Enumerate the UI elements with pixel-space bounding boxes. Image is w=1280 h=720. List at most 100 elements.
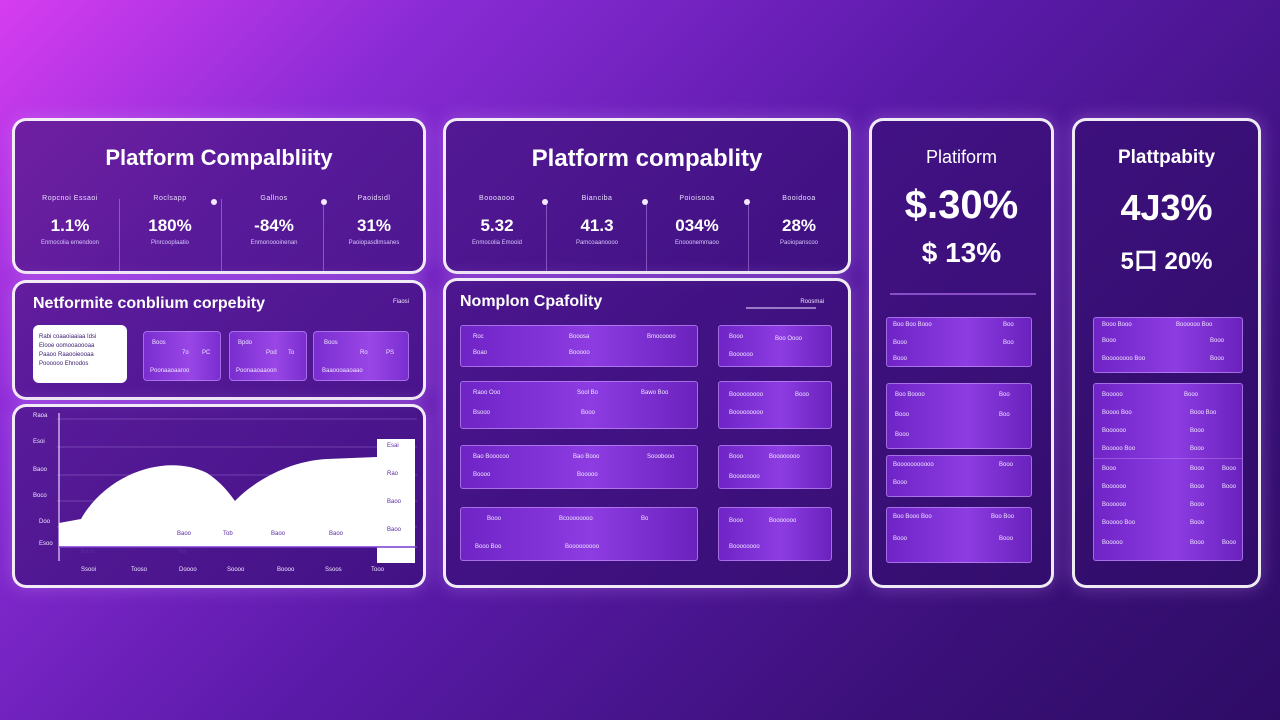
x-label: Ssooi [81, 567, 97, 573]
row-cell: Boo [999, 392, 1010, 398]
row-cell: Booo [1190, 428, 1205, 434]
panel-title: Plattpabity [1117, 147, 1216, 168]
row-cell: Boooooooo Boo [1102, 356, 1146, 362]
row-card-right-2[interactable]: Booooooooo Booo Booooooooo [718, 381, 832, 429]
stat-1: Ropcnoi Essaoi 1.1% Enmocolia emendoon [25, 195, 115, 246]
area-chart [57, 413, 417, 563]
side-row-1[interactable]: Booo Booo Boooooo Boo Booo Booo Booooooo… [1093, 317, 1243, 373]
stat-sub: Paoiopasdlmsanes [348, 240, 400, 246]
row-cell: Booooo Boo [1102, 520, 1136, 526]
row-cell: Boooo Boo [1102, 410, 1132, 416]
row-card-left-3[interactable]: Bao Booocoo Bao Booo Sooobooo Boooo Booo… [460, 445, 698, 489]
row-cell: Booo [1102, 338, 1117, 344]
row-cell: Bao Booo [573, 454, 600, 460]
headline-value: 4J3% [1120, 187, 1213, 228]
row-cell: Bao Booocoo [473, 454, 510, 460]
y-label: Esoo [39, 541, 53, 547]
row-cell: Boo Boo Booo [893, 322, 932, 328]
mini-card-bottom: Poonaaoaaroo [150, 368, 190, 374]
stat-3: Gallnos -84% Enmonoooinenan [227, 195, 321, 246]
right-label: Rao [387, 471, 399, 477]
row-cell: Booooooooooo [893, 462, 934, 468]
stat-4: Booidooa 28% Paoiopanscoo [752, 195, 846, 246]
section-tag: Roosmai [800, 299, 824, 305]
stat-label: Boooaooo [479, 195, 515, 202]
mini-card-3[interactable]: Boos Ro PS Baaoooaaoaao [313, 331, 409, 381]
row-cell: Booo [795, 392, 810, 398]
mini-card-a: 7o [182, 350, 189, 356]
mini-card-top: Boos [324, 340, 338, 346]
row-cell: Booo [999, 462, 1014, 468]
row-cell: Booo [1222, 466, 1237, 472]
side-row-1[interactable]: Boo Boo Booo Boo Booo Boo Booo [886, 317, 1032, 367]
stat-sub: Enmocolia emendoon [40, 240, 100, 246]
stat-sub: Enmonoooinenan [250, 240, 298, 246]
row-card-left-2[interactable]: Raoo Ooo Sool Bo Bawo Boo Bsooo Booo [460, 381, 698, 429]
info-box: Rabi coaaoiaaiaa Idsi Elooe oomooaoooaa … [33, 325, 127, 383]
x-label: Tooso [131, 567, 148, 573]
stat-value: -84% [254, 216, 294, 235]
capability-card-1: Netformite conblium corpebity Fiaosi Rab… [12, 280, 426, 400]
dashboard-panel-4: Plattpabity 4J3% 5口 20% Booo Booo Booooo… [1072, 118, 1261, 588]
row-cell: Booo [893, 356, 908, 362]
row-cell: Bmocoooo [647, 334, 676, 340]
capability-card-2: Nomplon Cpafolity Roosmai Roc Booosa Bmo… [443, 278, 851, 588]
row-cell: Booooo [1102, 540, 1123, 546]
row-cell: Booo [895, 412, 910, 418]
row-cell: Booo [893, 480, 908, 486]
stat-value: 1.1% [50, 216, 90, 235]
stat-sub: Enmocolia Emooid [471, 240, 523, 246]
stat-sub: Pinrcooplaatio [150, 240, 190, 246]
row-cell: Booo [893, 340, 908, 346]
stat-value: 034% [675, 216, 719, 235]
side-row-4[interactable]: Boo Booo Boo Boo Boo Booo Booo [886, 507, 1032, 563]
row-cell: Boooooo Boo [1176, 322, 1213, 328]
y-label: Esoi [33, 439, 45, 445]
x-label: Tooo [371, 567, 385, 573]
side-row-2[interactable]: Boo Boooo Boo Booo Boo Booo [886, 383, 1032, 449]
row-cell: Booo [1190, 466, 1205, 472]
row-card-left-1[interactable]: Roc Booosa Bmocoooo Boao Booooo [460, 325, 698, 367]
row-cell: Boo Booo Boo [893, 514, 932, 520]
stat-3: Poioisooa 034% Enooonemmaoo [650, 195, 744, 246]
row-cell: Booo [729, 454, 744, 460]
row-card-left-4[interactable]: Booo Bcoooooooo Bo Booo Boo Booooooooo [460, 507, 698, 561]
stat-sub: Paoiopanscoo [779, 240, 819, 246]
row-cell: Boo [999, 412, 1010, 418]
y-label: Raoa [33, 413, 48, 419]
row-cell: Bcoooooooo [559, 516, 593, 522]
x-label: Soooo [227, 567, 245, 573]
stat-2: Roclsapp 180% Pinrcooplaatio [123, 195, 217, 246]
x-label: Boooo [277, 567, 295, 573]
row-cell: Booo Boo [475, 544, 502, 550]
headline-sub-value: 5口 20% [1120, 248, 1213, 275]
row-card-right-1[interactable]: Booo Boo Oooo Boooooo [718, 325, 832, 367]
row-cell: Booooo Boo [1102, 446, 1136, 452]
row-cell: Sooobooo [647, 454, 675, 460]
inner-label: Baoo [81, 549, 96, 555]
stat-1: Boooaooo 5.32 Enmocolia Emooid [452, 195, 542, 246]
stat-value: 31% [356, 216, 392, 235]
row-cell: Booo [1190, 502, 1205, 508]
row-cell: Booo [1184, 392, 1199, 398]
stat-label: Poioisooa [679, 195, 715, 202]
row-card-right-4[interactable]: Booo Booooooo Boooooooo [718, 507, 832, 561]
row-cell: Boo [1003, 340, 1014, 346]
stat-value: 41.3 [580, 216, 614, 235]
row-cell: Sool Bo [577, 390, 599, 396]
chart-card: Raoa Esoi Baoo Boco Doo Esoo Baoo Tob Ba… [12, 404, 426, 588]
stats-card-1: Platform Compalbliity Ropcnoi Essaoi 1.1… [12, 118, 426, 274]
section-title: Netformite conblium corpebity [33, 295, 266, 312]
panel-title: Platform Compalbliity [105, 145, 333, 170]
stat-value: 180% [148, 216, 192, 235]
panel-title: Platform compablity [531, 145, 763, 172]
mini-card-a: Ro [360, 350, 368, 356]
mini-card-bottom: Baaoooaaoaao [322, 368, 363, 374]
row-cell: Roc [473, 334, 484, 340]
mini-card-2[interactable]: Bpdo Pod To Poonaaoaaoon [229, 331, 307, 381]
side-row-3[interactable]: Booooooooooo Booo Booo [886, 455, 1032, 497]
row-cell: Boo Boo [991, 514, 1015, 520]
mini-card-1[interactable]: Boos 7o PC Poonaaoaaroo [143, 331, 221, 381]
row-card-right-3[interactable]: Booo Boooooooo Boooooooo [718, 445, 832, 489]
row-cell: Bsooo [473, 410, 491, 416]
